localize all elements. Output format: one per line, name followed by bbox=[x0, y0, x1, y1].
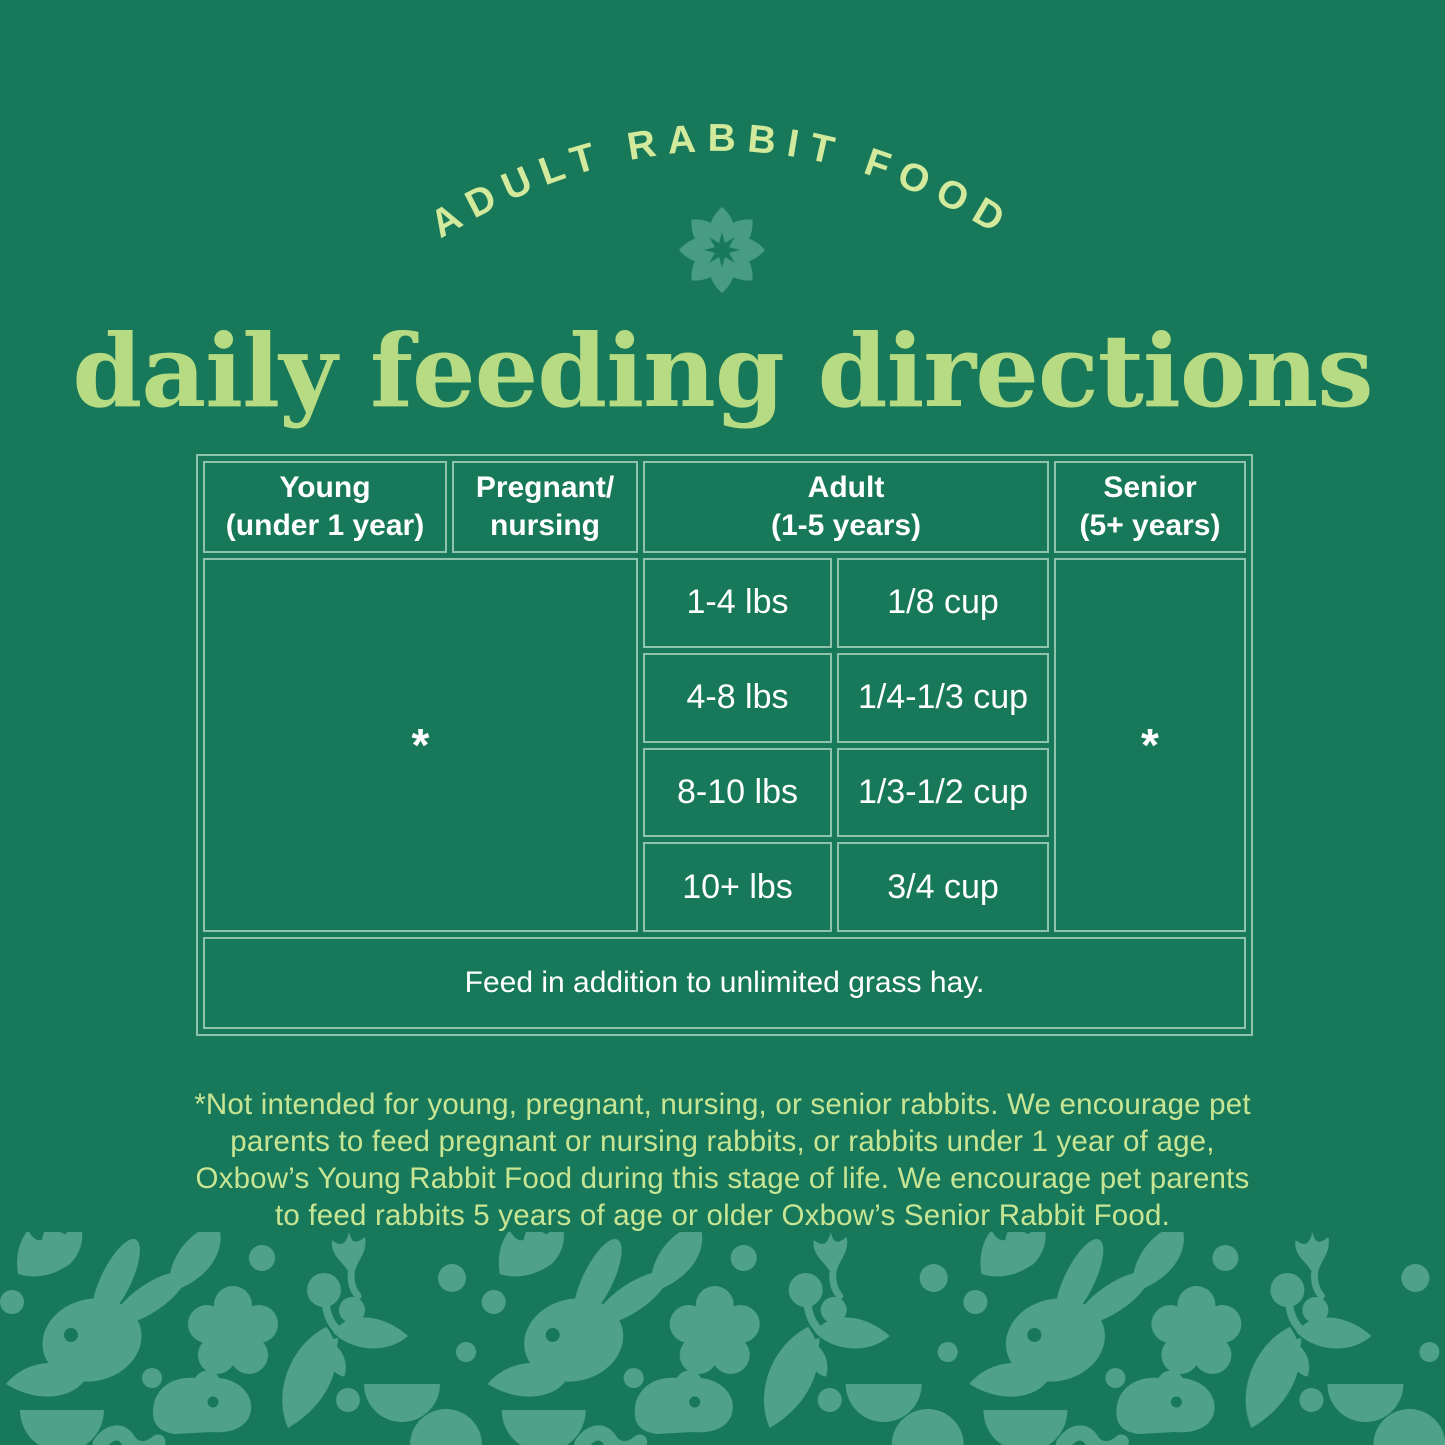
young-pregnant-asterisk-cell: * bbox=[203, 558, 638, 932]
col-header-pregnant-sublabel: nursing bbox=[490, 509, 600, 542]
col-header-young-sublabel: (under 1 year) bbox=[225, 509, 425, 542]
adult-weight-cell: 1-4 lbs bbox=[643, 558, 832, 648]
table-header-row: Young (under 1 year) Pregnant/ nursing A… bbox=[203, 461, 1246, 553]
adult-amount-cell: 3/4 cup bbox=[837, 842, 1049, 932]
col-header-pregnant: Pregnant/ nursing bbox=[452, 461, 638, 553]
hay-note-cell: Feed in addition to unlimited grass hay. bbox=[203, 937, 1246, 1029]
senior-asterisk-cell: * bbox=[1054, 558, 1246, 932]
feeding-table: Young (under 1 year) Pregnant/ nursing A… bbox=[196, 454, 1253, 1036]
col-header-adult-sublabel: (1-5 years) bbox=[770, 509, 922, 542]
col-header-young: Young (under 1 year) bbox=[203, 461, 447, 553]
rabbit-botanical-pattern bbox=[0, 1232, 1445, 1445]
col-header-senior-label: Senior bbox=[1103, 470, 1197, 504]
table-row: 4-8 lbs 1/4-1/3 cup bbox=[203, 652, 1246, 743]
col-header-young-label: Young bbox=[279, 470, 371, 504]
flower-icon bbox=[679, 207, 765, 293]
page-title: daily feeding directions bbox=[72, 312, 1373, 430]
table-footer-row: Feed in addition to unlimited grass hay. bbox=[203, 937, 1246, 1029]
table-row: 8-10 lbs 1/3-1/2 cup bbox=[203, 747, 1246, 838]
col-header-senior: Senior (5+ years) bbox=[1054, 461, 1246, 553]
col-header-adult-label: Adult bbox=[807, 470, 885, 504]
table-row: 10+ lbs 3/4 cup bbox=[203, 842, 1246, 932]
adult-weight-cell: 10+ lbs bbox=[643, 842, 832, 932]
col-header-adult: Adult (1-5 years) bbox=[643, 461, 1049, 553]
adult-amount-cell: 1/4-1/3 cup bbox=[837, 652, 1049, 743]
adult-amount-cell: 1/8 cup bbox=[837, 558, 1049, 648]
adult-weight-cell: 4-8 lbs bbox=[643, 652, 832, 743]
adult-weight-cell: 8-10 lbs bbox=[643, 747, 832, 838]
feeding-table-container: Young (under 1 year) Pregnant/ nursing A… bbox=[196, 454, 1253, 1036]
footnote-text: *Not intended for young, pregnant, nursi… bbox=[194, 1087, 1251, 1232]
col-header-senior-sublabel: (5+ years) bbox=[1079, 509, 1221, 542]
table-row: * 1-4 lbs 1/8 cup * bbox=[203, 558, 1246, 932]
adult-amount-cell: 1/3-1/2 cup bbox=[837, 747, 1049, 838]
col-header-pregnant-label: Pregnant/ bbox=[475, 470, 615, 504]
